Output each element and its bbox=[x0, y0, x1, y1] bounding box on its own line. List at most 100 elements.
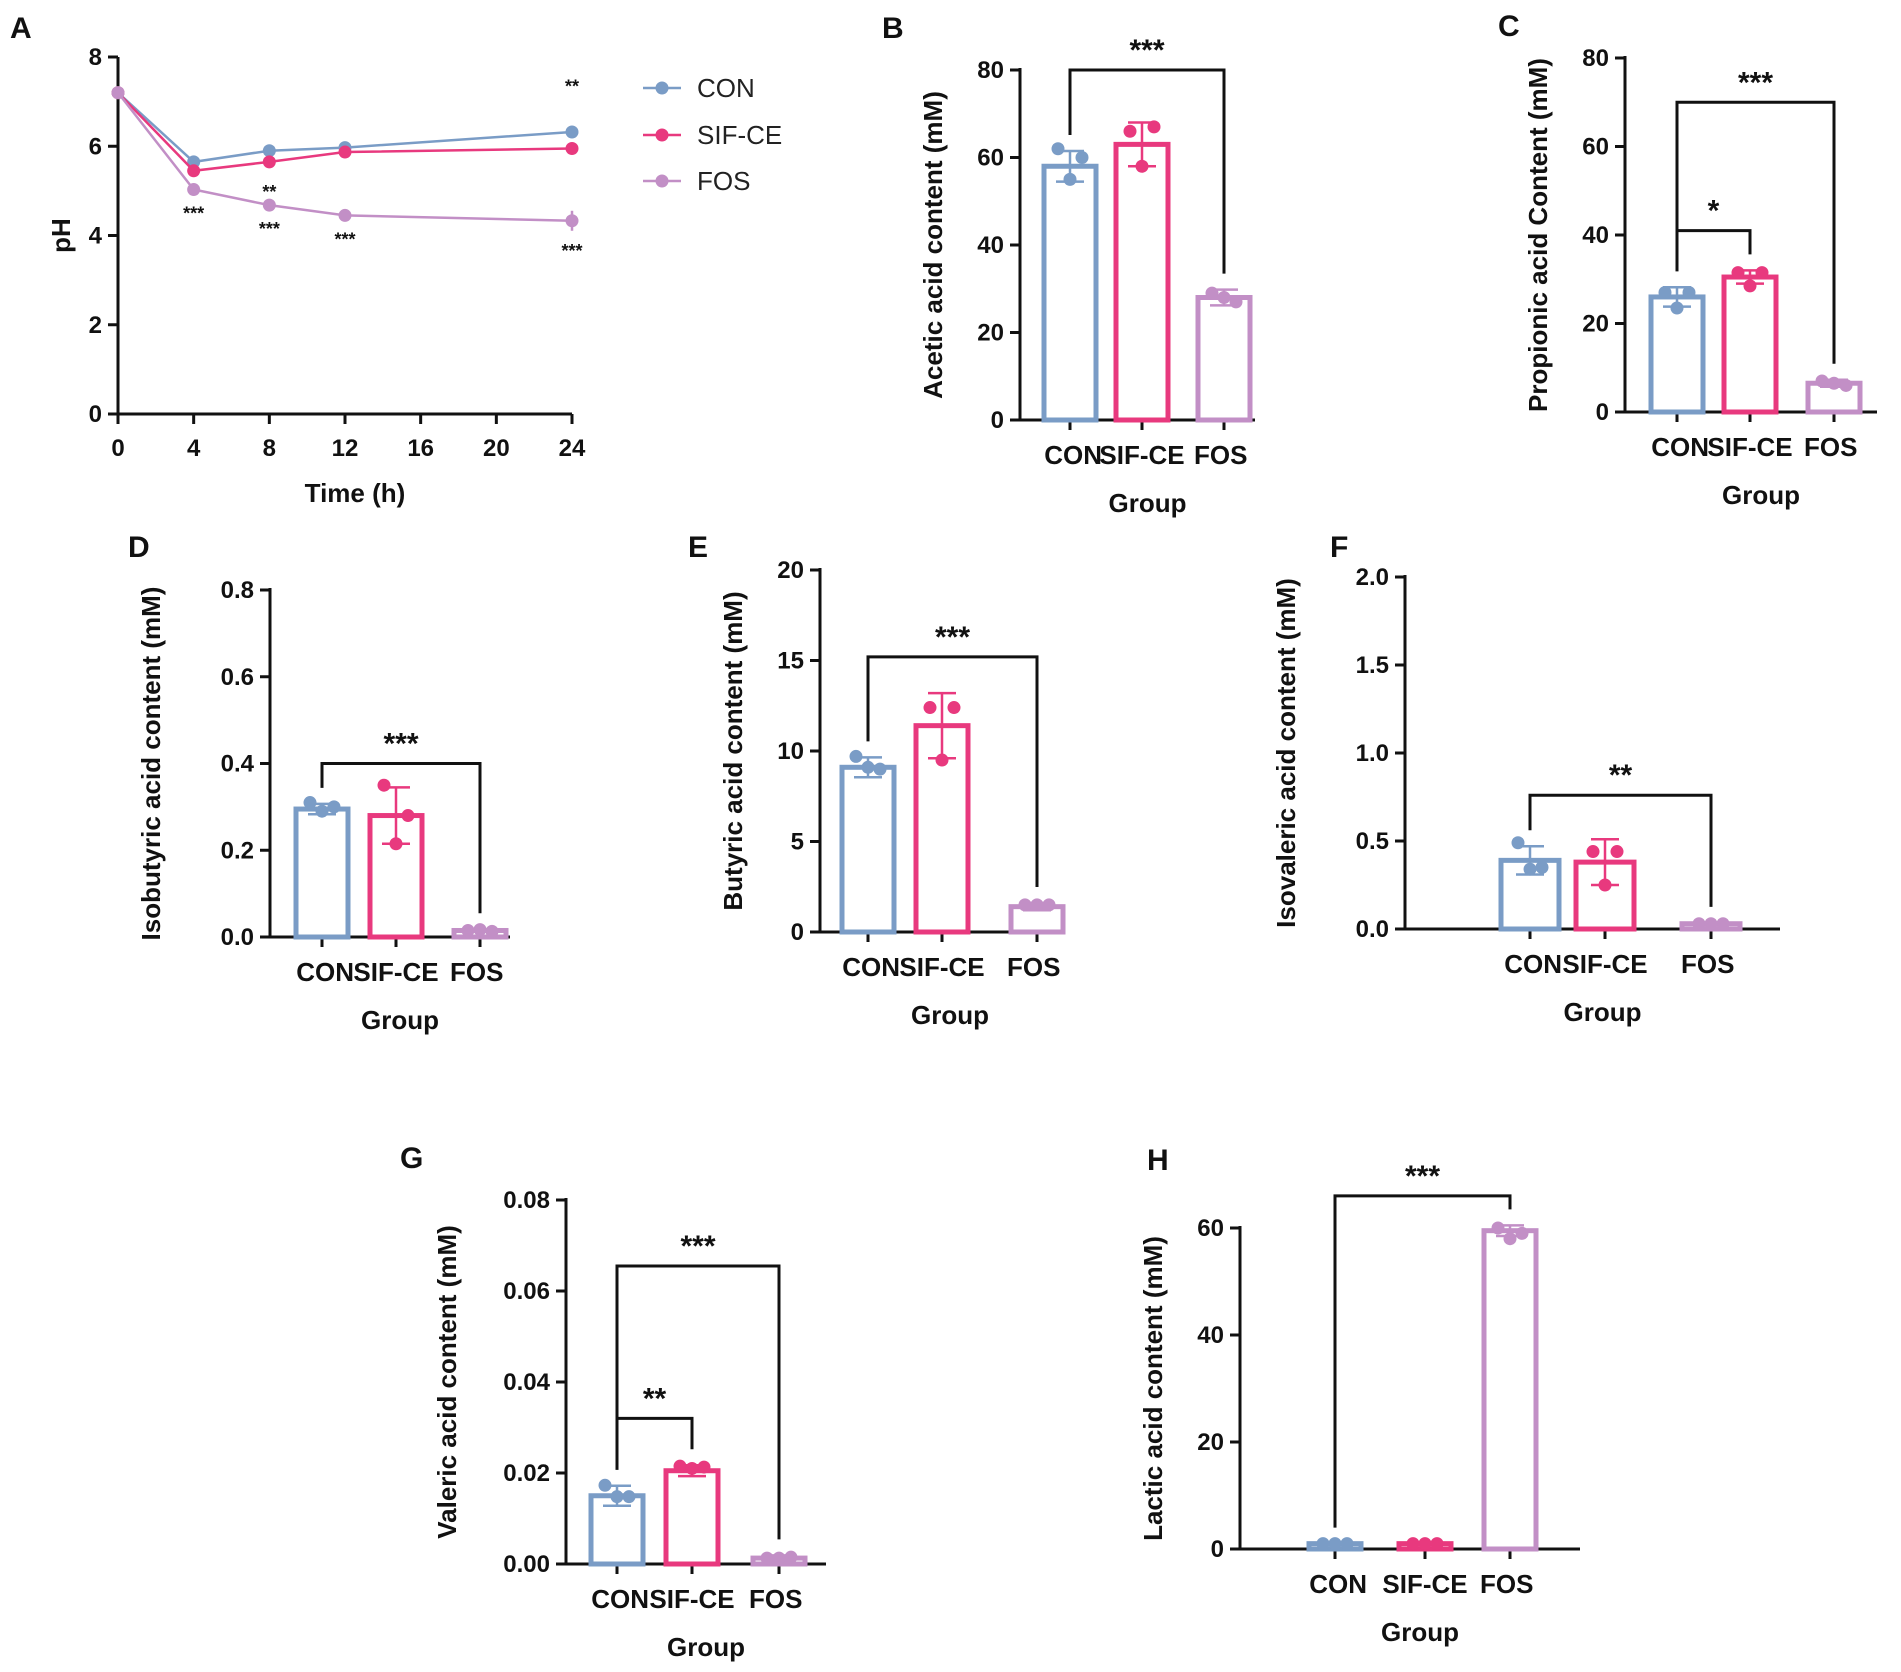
y-tick-label: 0 bbox=[1596, 399, 1609, 426]
y-axis-title: Acetic acid content (mM) bbox=[918, 91, 948, 399]
y-tick-label: 0.04 bbox=[503, 1369, 550, 1396]
x-axis-title: Group bbox=[1381, 1617, 1459, 1647]
data-point-SIF-CE bbox=[697, 1460, 711, 1474]
y-tick-label: 0 bbox=[991, 407, 1004, 434]
y-axis-title: Valeric acid content (mM) bbox=[432, 1225, 462, 1539]
panel-E: E 0 5 10 15 20 CON SIF-CE FOS *** Group Butyric aci… bbox=[688, 531, 1066, 1030]
y-tick-label: 20 bbox=[1197, 1429, 1224, 1456]
panel-letter: E bbox=[688, 531, 708, 564]
x-axis-title: Group bbox=[667, 1632, 745, 1662]
data-point-CON bbox=[315, 804, 329, 818]
significance-label: *** bbox=[561, 241, 582, 261]
panel-letter: A bbox=[10, 12, 32, 45]
significance-label: * bbox=[1708, 195, 1720, 228]
panel-letter: G bbox=[400, 1142, 423, 1175]
bar-FOS bbox=[1195, 295, 1253, 423]
y-tick-label: 10 bbox=[777, 738, 804, 765]
significance-label: *** bbox=[383, 728, 418, 761]
y-tick-label: 80 bbox=[977, 57, 1004, 84]
data-point-CON bbox=[1658, 286, 1672, 300]
data-point-FOS bbox=[111, 86, 125, 100]
series-line-SIF-CE bbox=[117, 91, 573, 173]
data-point-CON bbox=[327, 800, 341, 814]
y-tick-label: 0 bbox=[89, 401, 102, 428]
data-point-FOS bbox=[1229, 295, 1243, 309]
data-point-FOS bbox=[1030, 898, 1044, 912]
significance-label: ** bbox=[262, 182, 276, 202]
legend-label-CON: CON bbox=[697, 73, 755, 103]
data-point-FOS bbox=[1692, 917, 1706, 931]
y-tick-label: 60 bbox=[1582, 134, 1609, 161]
x-tick-label: FOS bbox=[1480, 1569, 1533, 1599]
data-point-CON bbox=[622, 1490, 636, 1504]
data-point-SIF-CE bbox=[377, 778, 391, 792]
data-point-SIF-CE bbox=[338, 145, 352, 159]
data-point-SIF-CE bbox=[1418, 1537, 1432, 1551]
x-tick-label: SIF-CE bbox=[1099, 440, 1184, 470]
data-point-CON bbox=[565, 125, 579, 139]
data-point-FOS bbox=[1205, 286, 1219, 300]
y-tick-label: 5 bbox=[791, 829, 804, 856]
y-tick-label: 20 bbox=[777, 557, 804, 584]
x-tick-label: 12 bbox=[332, 435, 359, 462]
data-point-FOS bbox=[1839, 378, 1853, 392]
data-point-SIF-CE bbox=[187, 164, 201, 178]
significance-label: *** bbox=[935, 621, 970, 654]
x-axis-title: Group bbox=[911, 1000, 989, 1030]
data-point-SIF-CE bbox=[673, 1459, 687, 1473]
x-tick-label: FOS bbox=[749, 1584, 802, 1614]
x-axis-title: Time (h) bbox=[305, 478, 406, 508]
data-point-SIF-CE bbox=[685, 1461, 699, 1475]
significance-bracket bbox=[615, 1264, 781, 1540]
data-point-CON bbox=[598, 1478, 612, 1492]
data-point-FOS bbox=[187, 183, 201, 197]
data-point-SIF-CE bbox=[1586, 845, 1600, 859]
significance-label: *** bbox=[1738, 66, 1773, 99]
x-tick-label: CON bbox=[591, 1584, 649, 1614]
y-tick-label: 2 bbox=[89, 312, 102, 339]
data-point-CON bbox=[1511, 836, 1525, 850]
data-point-CON bbox=[1670, 301, 1684, 315]
y-tick-label: 0.02 bbox=[503, 1460, 550, 1487]
x-tick-label: 16 bbox=[407, 435, 434, 462]
x-tick-label: 4 bbox=[187, 435, 201, 462]
y-axis-title: Lactic acid content (mM) bbox=[1138, 1236, 1168, 1541]
y-tick-label: 1.5 bbox=[1356, 652, 1389, 679]
panel-letter: B bbox=[882, 12, 904, 45]
data-point-SIF-CE bbox=[262, 155, 276, 169]
data-point-FOS bbox=[1815, 374, 1829, 388]
x-tick-label: FOS bbox=[450, 957, 503, 987]
significance-bracket bbox=[1528, 793, 1713, 907]
data-point-CON bbox=[873, 762, 887, 776]
data-point-SIF-CE bbox=[1755, 266, 1769, 280]
x-tick-label: SIF-CE bbox=[353, 957, 438, 987]
x-axis-title: Group bbox=[1564, 997, 1642, 1027]
significance-bracket bbox=[1333, 1194, 1512, 1528]
y-tick-label: 20 bbox=[977, 320, 1004, 347]
significance-label: *** bbox=[1405, 1160, 1440, 1193]
data-point-CON bbox=[1535, 860, 1549, 874]
x-axis-title: Group bbox=[1109, 488, 1187, 518]
data-point-FOS bbox=[1704, 917, 1718, 931]
bar-CON bbox=[839, 764, 897, 935]
y-axis-title: Isovaleric acid content (mM) bbox=[1271, 578, 1301, 928]
data-point-SIF-CE bbox=[1731, 266, 1745, 280]
data-point-CON bbox=[610, 1490, 624, 1504]
y-tick-label: 0.2 bbox=[221, 837, 254, 864]
legend-marker-CON bbox=[655, 81, 669, 95]
data-point-SIF-CE bbox=[1147, 120, 1161, 134]
legend-label-FOS: FOS bbox=[697, 166, 750, 196]
significance-bracket bbox=[320, 762, 482, 914]
data-point-SIF-CE bbox=[565, 141, 579, 155]
y-tick-label: 80 bbox=[1582, 45, 1609, 72]
x-tick-label: 0 bbox=[111, 435, 124, 462]
significance-label: *** bbox=[1129, 34, 1164, 67]
significance-label: *** bbox=[259, 219, 280, 239]
data-point-CON bbox=[849, 749, 863, 763]
data-point-SIF-CE bbox=[1123, 124, 1137, 138]
data-point-FOS bbox=[1515, 1226, 1529, 1240]
data-point-FOS bbox=[1217, 291, 1231, 304]
data-point-CON bbox=[303, 796, 317, 810]
data-point-CON bbox=[1316, 1537, 1330, 1551]
x-tick-label: SIF-CE bbox=[649, 1584, 734, 1614]
